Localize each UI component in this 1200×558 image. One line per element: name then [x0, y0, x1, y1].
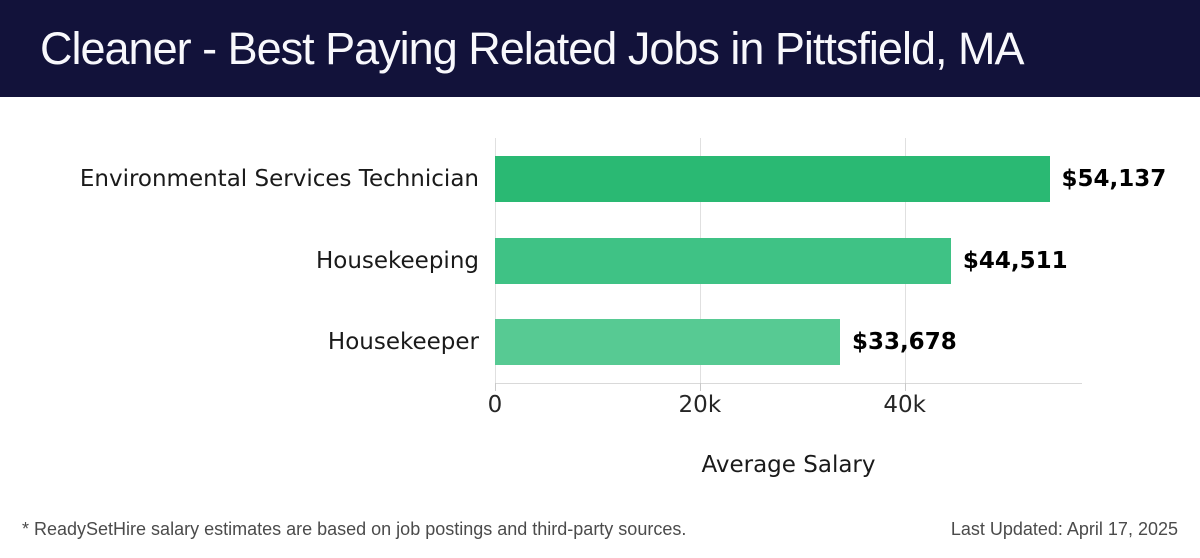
- x-axis-tick-labels: 0 20k 40k: [488, 392, 1082, 420]
- category-label: Environmental Services Technician: [79, 165, 479, 192]
- bar: [495, 237, 951, 284]
- axis-tick-20k: [699, 383, 701, 391]
- footer-disclaimer: * ReadySetHire salary estimates are base…: [22, 519, 687, 539]
- bar-row: Housekeeper $33,678: [0, 301, 1082, 383]
- x-axis-ticks: [495, 383, 1082, 391]
- bar-value-label: $33,678: [851, 329, 957, 356]
- bar-row: Housekeeping $44,511: [0, 220, 1082, 302]
- x-axis-title: Average Salary: [701, 452, 876, 478]
- bar: [495, 155, 1050, 202]
- bar-track: $33,678: [495, 301, 1082, 383]
- bar-track: $44,511: [495, 220, 1082, 302]
- tick-label-40k: 40k: [883, 392, 926, 418]
- bar: [495, 319, 840, 366]
- tick-label-20k: 20k: [678, 392, 722, 418]
- bar-value-label: $54,137: [1061, 165, 1167, 192]
- axis-tick-40k: [904, 383, 906, 391]
- page-title: Cleaner - Best Paying Related Jobs in Pi…: [40, 22, 1024, 74]
- category-label: Housekeeping: [315, 247, 479, 274]
- bar-row: Environmental Services Technician $54,137: [0, 138, 1166, 220]
- bar-chart: Environmental Services Technician $54,137…: [0, 138, 1166, 383]
- header-bar: Cleaner - Best Paying Related Jobs in Pi…: [0, 0, 1200, 97]
- tick-label-0: 0: [487, 392, 503, 418]
- category-label: Housekeeper: [327, 329, 479, 356]
- axis-tick-0: [495, 383, 496, 391]
- bar-value-label: $44,511: [962, 247, 1068, 274]
- footer: * ReadySetHire salary estimates are base…: [22, 519, 1178, 540]
- footer-last-updated: Last Updated: April 17, 2025: [950, 519, 1178, 539]
- bar-track: $54,137: [495, 138, 1166, 220]
- x-axis-line: [495, 383, 1082, 384]
